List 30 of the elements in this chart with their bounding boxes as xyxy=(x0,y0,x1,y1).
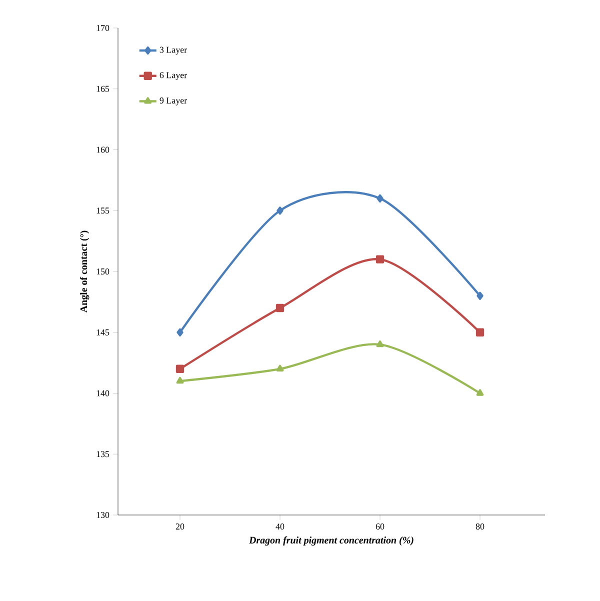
y-tick-label: 130 xyxy=(96,512,110,518)
legend-label: 9 Layer xyxy=(160,98,188,106)
legend-label: 6 Layer xyxy=(160,72,188,80)
y-tick-label: 155 xyxy=(96,208,110,214)
point xyxy=(176,364,184,373)
point xyxy=(476,292,484,300)
y-axis-title: Angle of contact (°) xyxy=(80,230,90,313)
point xyxy=(176,376,184,384)
x-tick-label: 40 xyxy=(276,524,284,530)
x-tick-label: 20 xyxy=(176,524,184,530)
x-tick-label: 60 xyxy=(376,524,384,530)
point xyxy=(276,304,284,312)
point xyxy=(376,194,384,203)
y-tick-label: 145 xyxy=(96,329,110,336)
point xyxy=(376,255,384,264)
y-tick-label: 170 xyxy=(96,24,110,32)
y-tick-label: 135 xyxy=(96,451,110,458)
y-tick-label: 165 xyxy=(96,86,110,92)
y-tick-label: 150 xyxy=(96,268,110,275)
x-axis-title: Dragon fruit pigment concentration (%) xyxy=(248,536,414,546)
point xyxy=(476,389,484,396)
point xyxy=(276,206,284,215)
y-tick-label: 140 xyxy=(96,390,110,396)
point xyxy=(276,364,284,372)
legend-label: 3 Layer xyxy=(160,46,188,55)
y-tick-label: 160 xyxy=(96,146,110,153)
x-tick-label: 80 xyxy=(476,524,484,530)
point xyxy=(476,328,484,336)
point xyxy=(176,328,184,336)
point xyxy=(376,340,384,348)
